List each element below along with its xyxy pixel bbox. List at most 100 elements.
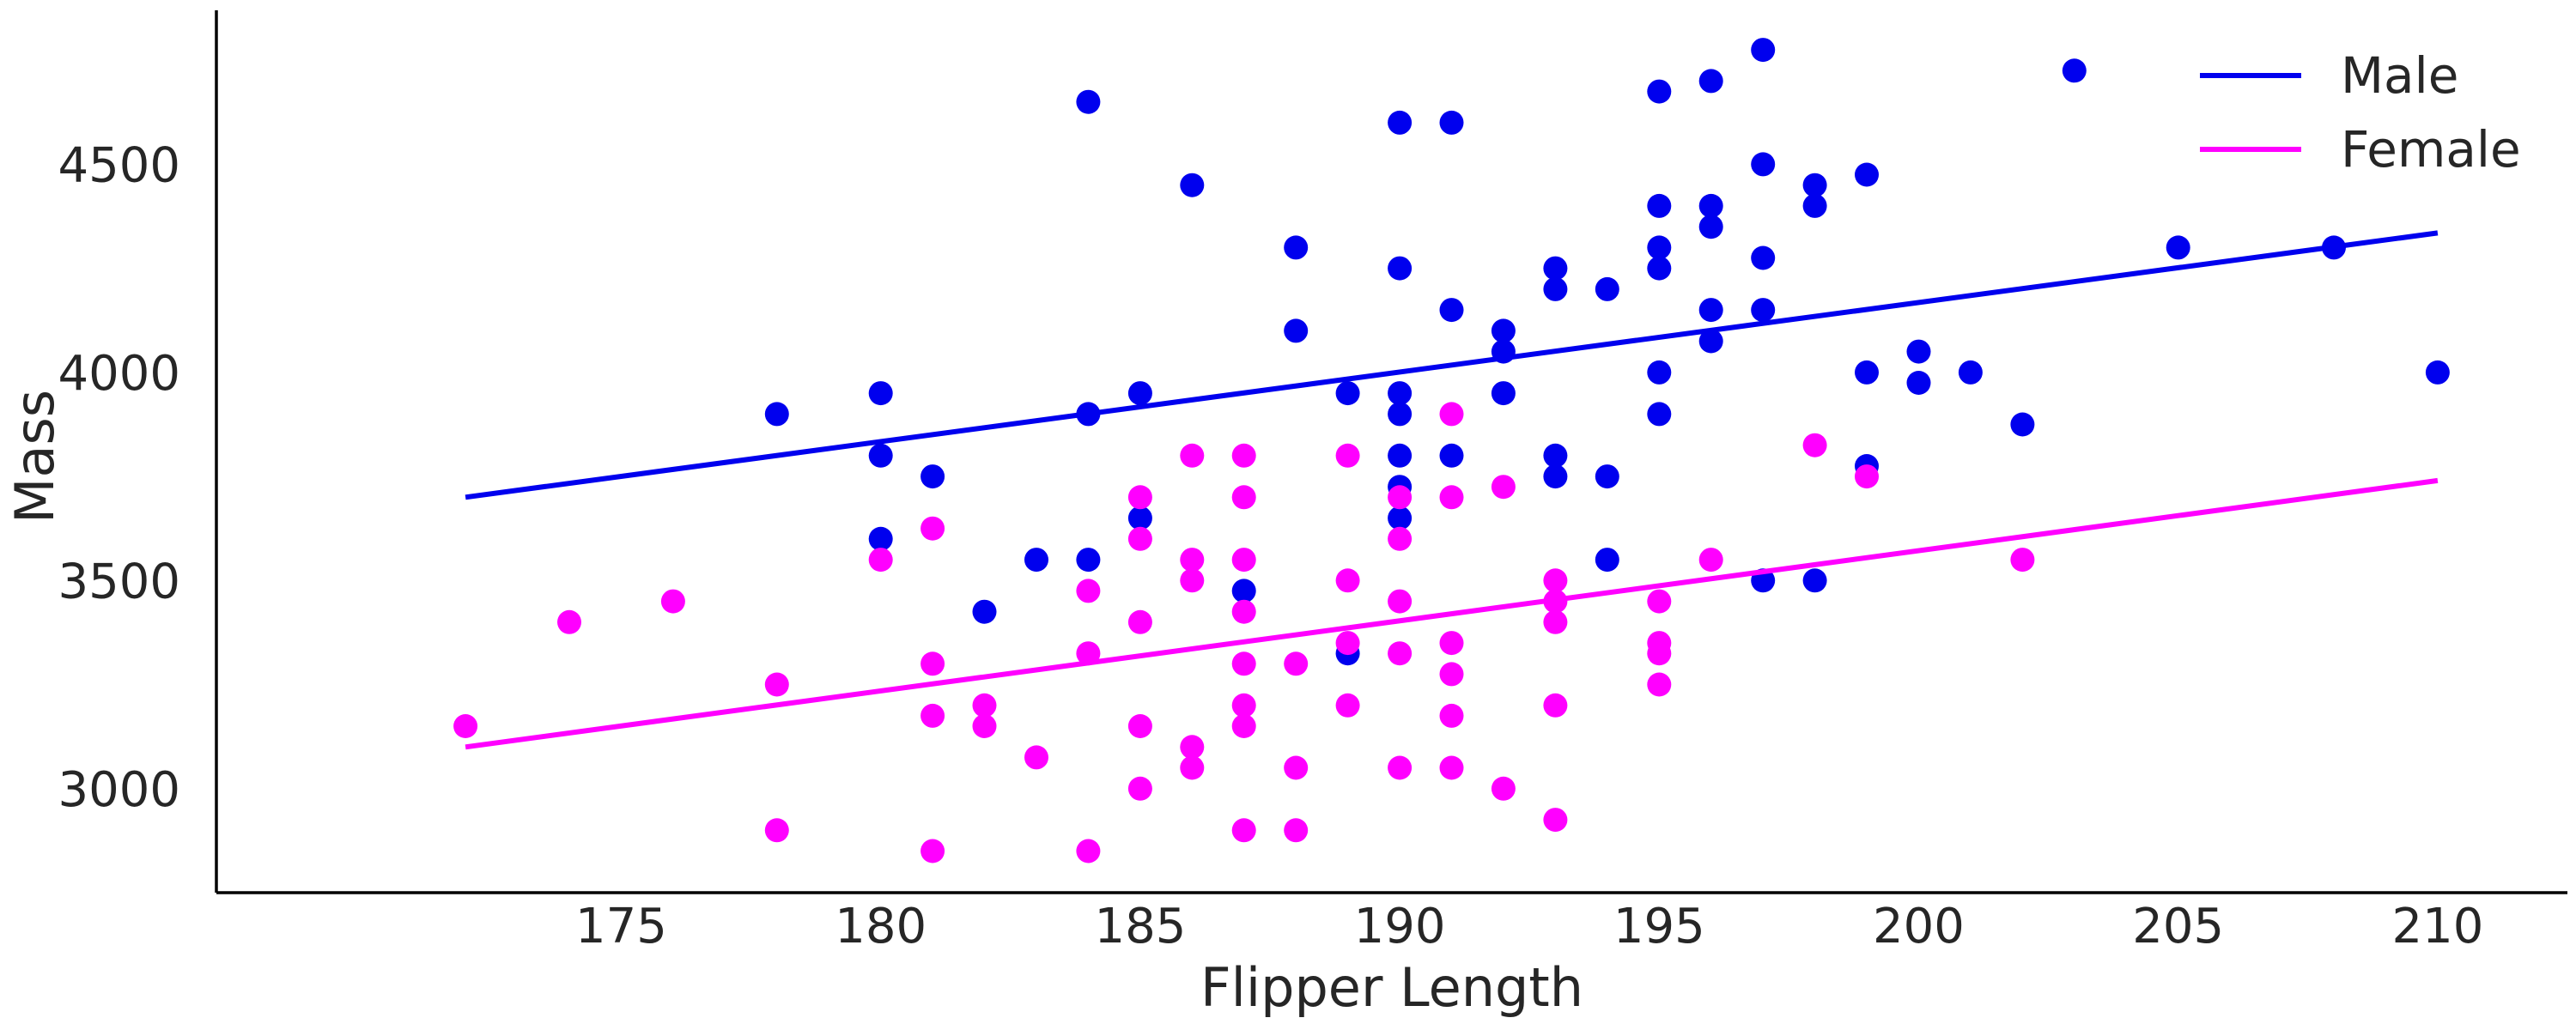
male-point-11 (1127, 506, 1152, 530)
male-point-7 (1076, 89, 1101, 114)
male-point-67 (2425, 360, 2450, 385)
female-point-19 (1127, 714, 1152, 738)
female-point-49 (1439, 662, 1464, 687)
female-point-25 (1180, 755, 1205, 780)
male-point-24 (1388, 506, 1413, 530)
x-tick-label-180: 180 (835, 899, 927, 954)
female-point-13 (1076, 579, 1101, 603)
female-point-54 (1543, 568, 1568, 593)
male-point-16 (1335, 381, 1360, 406)
male-point-34 (1543, 464, 1568, 489)
x-tick-label-205: 205 (2132, 899, 2224, 954)
female-point-1 (557, 609, 581, 634)
female-point-46 (1439, 402, 1464, 427)
male-point-62 (1958, 360, 1983, 385)
female-point-41 (1388, 485, 1413, 510)
female-point-29 (1231, 599, 1256, 624)
female-point-61 (1647, 641, 1672, 666)
x-tick-label-195: 195 (1613, 899, 1705, 954)
female-point-64 (1802, 433, 1827, 457)
male-point-43 (1647, 402, 1672, 427)
male-point-6 (1024, 548, 1048, 573)
x-axis-title: Flipper Length (1200, 956, 1583, 1019)
y-tick-labels: 3000 3500 4000 4500 (58, 137, 180, 817)
female-point-59 (1647, 589, 1672, 614)
female-fit-line (465, 477, 2439, 750)
female-point-9 (920, 839, 945, 863)
female-point-48 (1439, 631, 1464, 656)
female-point-18 (1127, 609, 1152, 634)
female-point-22 (1180, 548, 1205, 573)
legend: Male Female (2200, 46, 2521, 179)
male-point-27 (1439, 443, 1464, 468)
male-point-32 (1543, 276, 1568, 301)
y-tick-label-3500: 3500 (58, 554, 180, 609)
male-point-31 (1543, 256, 1568, 281)
female-point-66 (2010, 548, 2035, 573)
male-point-36 (1595, 464, 1619, 489)
female-point-16 (1127, 485, 1152, 510)
female-point-11 (972, 714, 997, 738)
female-point-6 (920, 516, 945, 541)
female-point-34 (1284, 651, 1309, 676)
female-point-42 (1388, 526, 1413, 551)
male-point-42 (1647, 360, 1672, 385)
female-point-3 (764, 672, 789, 697)
female-point-35 (1284, 755, 1309, 780)
male-point-51 (1751, 245, 1776, 270)
female-point-53 (1491, 776, 1516, 801)
female-point-10 (972, 693, 997, 718)
female-point-36 (1284, 818, 1309, 843)
female-point-20 (1127, 776, 1152, 801)
male-point-10 (1127, 381, 1152, 406)
male-point-37 (1595, 548, 1619, 573)
female-point-12 (1024, 745, 1048, 770)
male-point-38 (1647, 79, 1672, 104)
female-point-27 (1231, 485, 1256, 510)
female-point-65 (1855, 464, 1879, 489)
female-point-38 (1335, 568, 1360, 593)
male-point-65 (2166, 235, 2190, 260)
y-tick-label-3000: 3000 (58, 762, 180, 818)
female-point-4 (764, 818, 789, 843)
male-point-47 (1698, 298, 1723, 323)
male-fit-line (465, 230, 2439, 500)
male-point-21 (1388, 402, 1413, 427)
male-point-54 (1802, 173, 1827, 197)
male-point-40 (1647, 235, 1672, 260)
plot-area (453, 38, 2450, 863)
female-point-21 (1180, 443, 1205, 468)
male-point-60 (1906, 339, 1931, 364)
x-tick-label-185: 185 (1094, 899, 1186, 954)
male-point-64 (2062, 58, 2087, 83)
female-point-45 (1388, 755, 1413, 780)
male-point-48 (1698, 329, 1723, 354)
male-point-50 (1751, 152, 1776, 177)
x-tick-label-210: 210 (2391, 899, 2483, 954)
female-point-40 (1335, 693, 1360, 718)
female-point-44 (1388, 641, 1413, 666)
female-point-7 (920, 651, 945, 676)
male-point-57 (1855, 162, 1879, 187)
female-point-2 (660, 589, 685, 614)
female-point-63 (1698, 548, 1723, 573)
male-point-22 (1388, 443, 1413, 468)
male-point-55 (1802, 193, 1827, 218)
legend-label-female: Female (2341, 120, 2521, 179)
female-point-39 (1335, 631, 1360, 656)
male-point-0 (764, 402, 789, 427)
y-tick-label-4000: 4000 (58, 346, 180, 402)
female-point-0 (453, 714, 478, 738)
male-point-45 (1698, 193, 1723, 218)
male-point-3 (868, 526, 893, 551)
male-point-14 (1284, 235, 1309, 260)
male-point-33 (1543, 443, 1568, 468)
male-point-30 (1491, 381, 1516, 406)
male-point-52 (1751, 298, 1776, 323)
x-tick-label-175: 175 (575, 899, 667, 954)
female-point-17 (1127, 526, 1152, 551)
male-point-5 (972, 599, 997, 624)
x-tick-label-200: 200 (1873, 899, 1965, 954)
